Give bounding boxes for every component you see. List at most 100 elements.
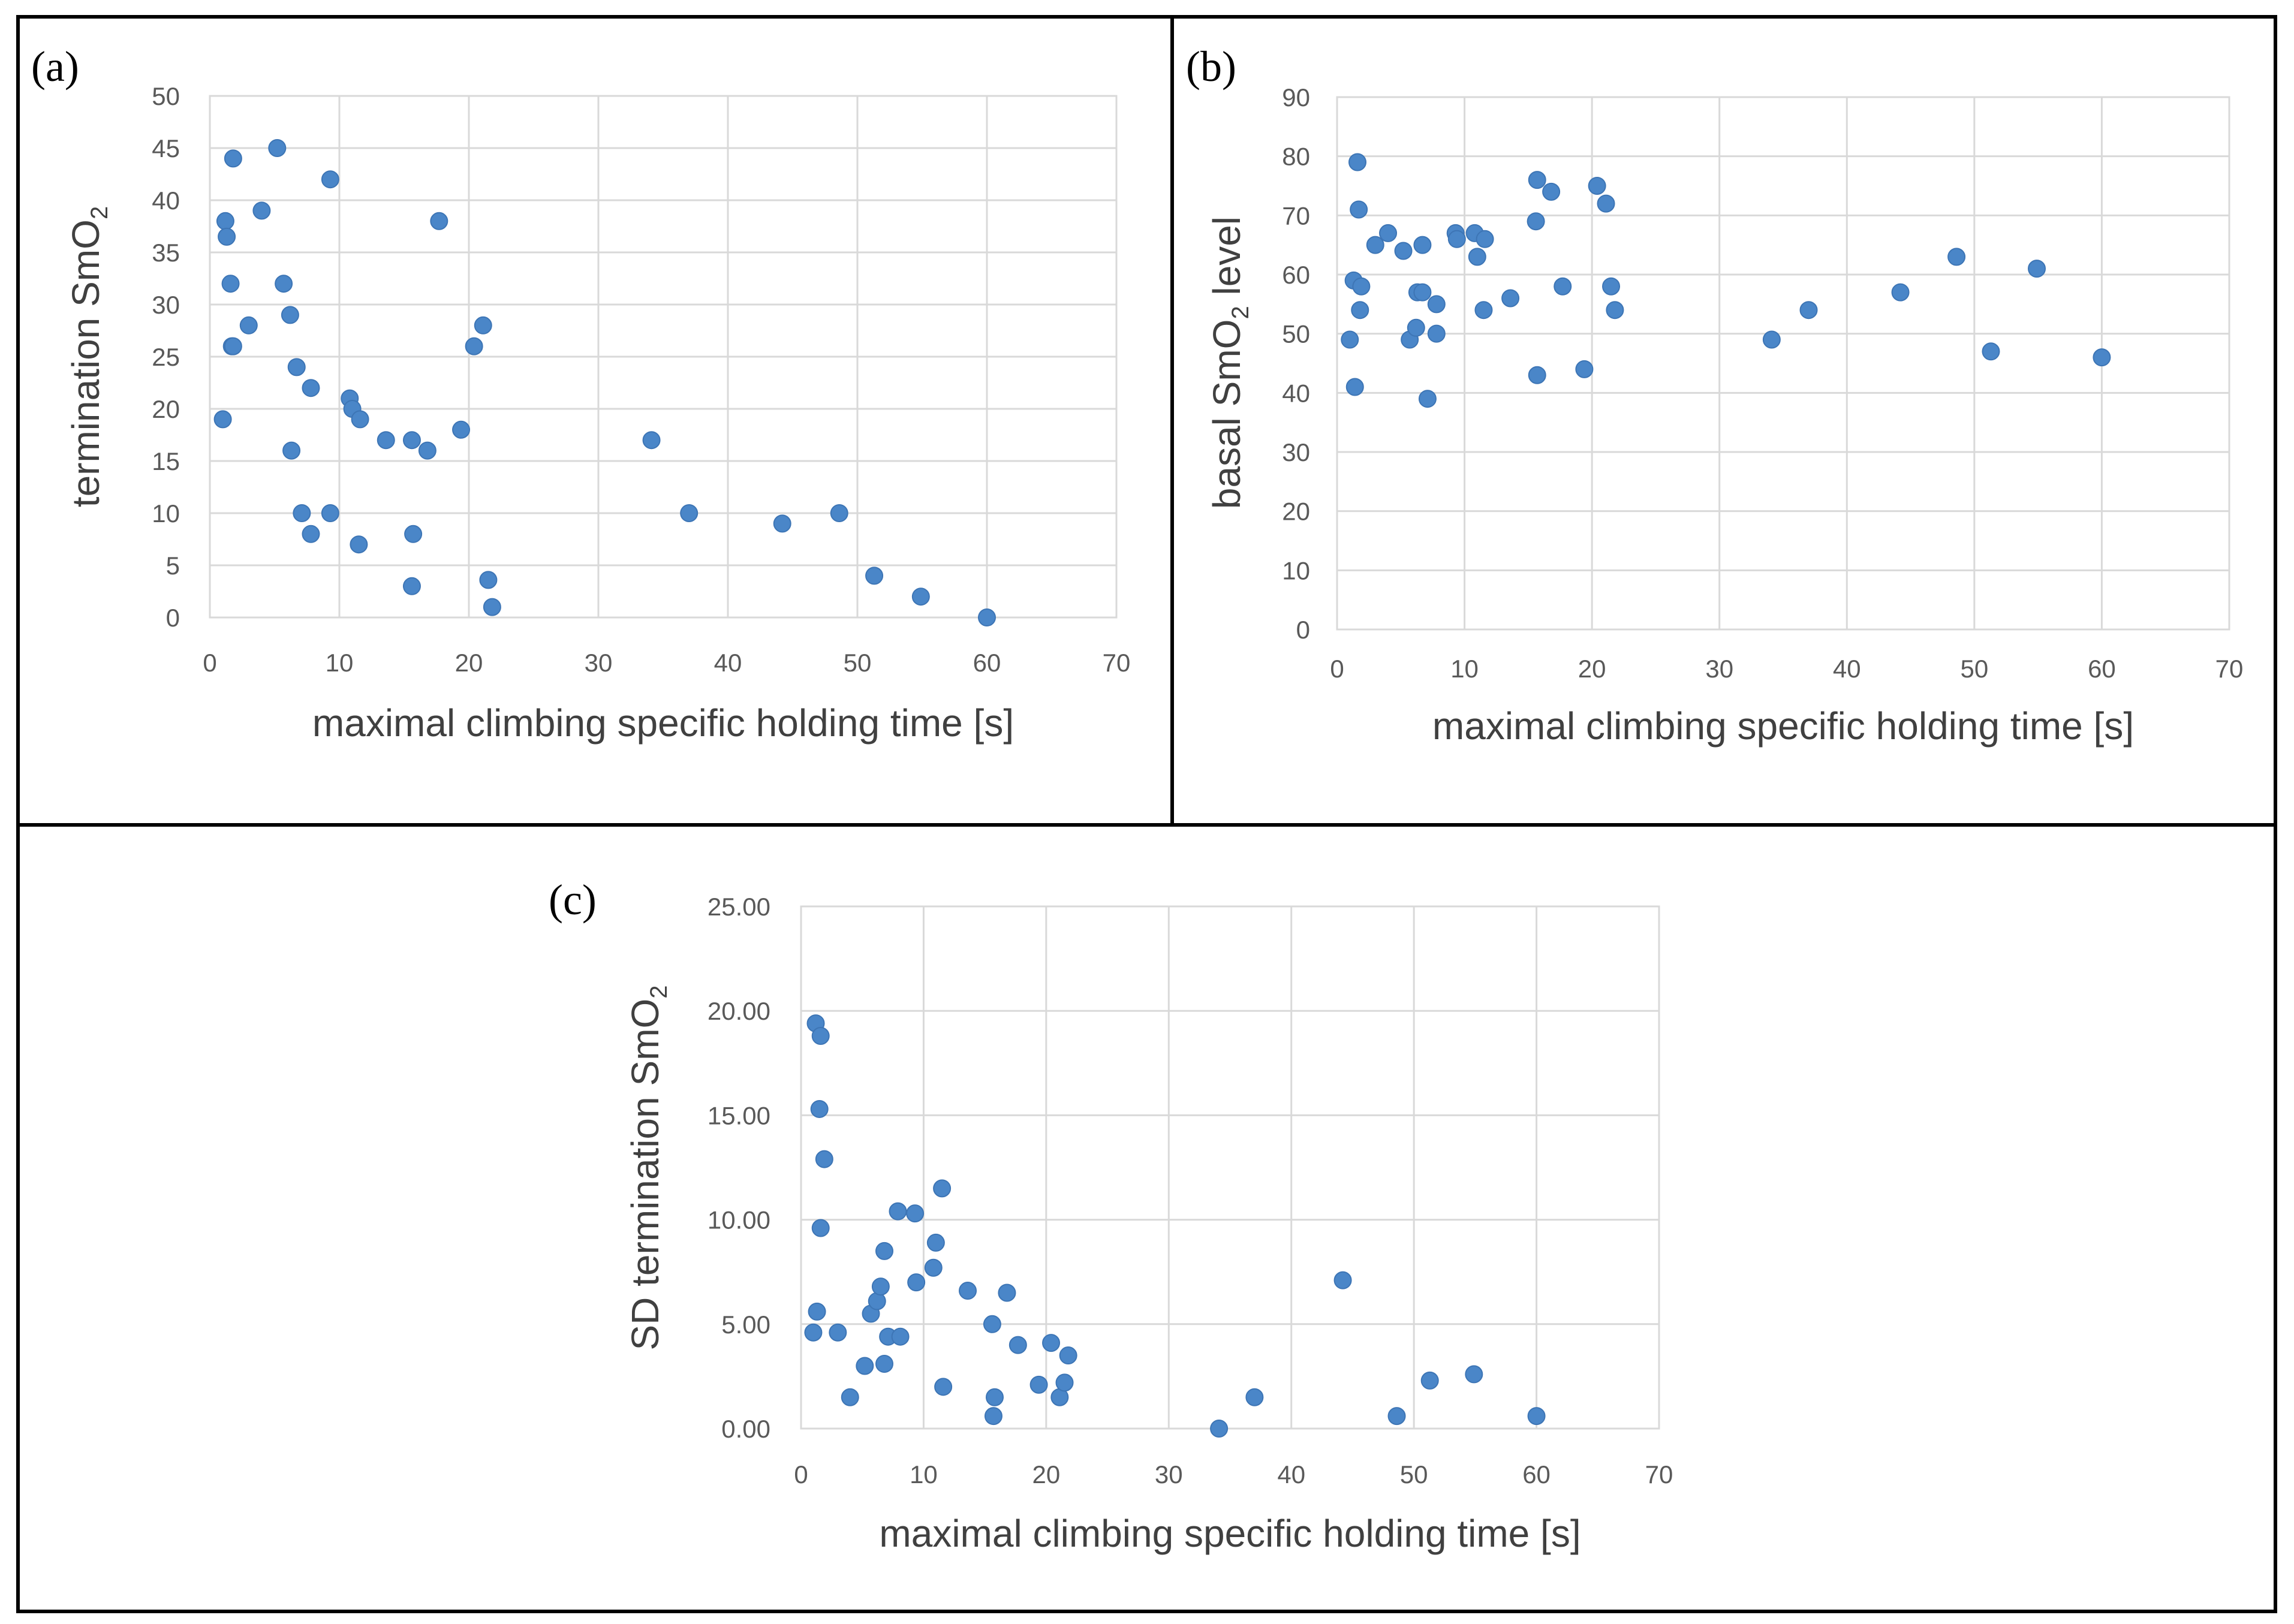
panel-c-x-tick-label: 50	[1400, 1460, 1428, 1489]
panel-a-data-point	[321, 504, 339, 522]
panel-b-x-tick-label: 50	[1960, 655, 1988, 683]
panel-a-x-tick-label: 70	[1103, 649, 1131, 677]
panel-a-data-point	[402, 577, 421, 595]
panel-b-data-point	[1407, 318, 1425, 337]
panel-a-data-point	[377, 431, 395, 450]
panel-c-points	[804, 1014, 1546, 1438]
panel-b-x-tick-label: 10	[1450, 655, 1479, 683]
panel-b-x-tick-label: 70	[2215, 655, 2244, 683]
panel-b-data-point	[1947, 248, 1966, 266]
panel-c-y-axis-title: SD termination SmO2	[624, 985, 672, 1350]
panel-c-data-point	[804, 1323, 823, 1342]
panel-a-data-point	[830, 504, 848, 522]
panel-a-data-point	[218, 227, 236, 246]
panel-b-data-point	[1501, 289, 1520, 308]
panel-b-data-point	[1476, 230, 1494, 248]
panel-b-data-point	[1341, 330, 1359, 349]
panel-a-y-tick-label: 35	[152, 239, 180, 267]
panel-c-data-point	[808, 1302, 826, 1321]
panel-c-y-tick-label: 25.00	[708, 893, 770, 921]
panel-b-data-point	[1366, 236, 1384, 254]
panel-c-frame	[16, 823, 2277, 1613]
panel-b-data-point	[1602, 277, 1621, 296]
panel-c-data-point	[1210, 1420, 1229, 1438]
panel-b-y-axis-title-suffix: level	[1205, 216, 1248, 306]
panel-a-data-point	[239, 316, 258, 335]
panel-b-data-point	[1413, 283, 1432, 302]
panel-c-y-ticks: 0.00 5.00 10.00 15.00 20.00 25.00	[708, 893, 770, 1443]
panel-c-data-point	[1527, 1407, 1546, 1426]
panel-a-data-point	[321, 170, 339, 189]
panel-a-data-point	[221, 275, 240, 293]
panel-a-x-tick-label: 40	[714, 649, 742, 677]
panel-c-data-point	[998, 1283, 1016, 1302]
panel-c-data-point	[1420, 1371, 1439, 1390]
panel-b-data-point	[1554, 277, 1572, 296]
panel-c-data-point	[933, 1179, 952, 1198]
panel-b-x-axis-title: maximal climbing specific holding time […	[1432, 704, 2134, 748]
panel-b-data-point	[1982, 342, 2000, 361]
panel-a-data-point	[282, 441, 301, 460]
panel-b-data-point	[1588, 177, 1606, 195]
panel-b-label: (b)	[1186, 43, 1236, 91]
panel-b-y-tick-label: 20	[1282, 498, 1310, 526]
panel-c-data-point	[959, 1282, 977, 1300]
panel-c-data-point	[1465, 1365, 1483, 1384]
panel-c-data-point	[875, 1242, 894, 1260]
panel-c-y-tick-label: 10.00	[708, 1206, 770, 1234]
panel-a-data-point	[268, 139, 287, 157]
panel-a-x-tick-label: 60	[973, 649, 1001, 677]
panel-c-data-point	[926, 1233, 945, 1252]
panel-a-data-point	[680, 504, 699, 522]
panel-c-data-point	[829, 1323, 847, 1342]
panel-c-y-tick-label: 20.00	[708, 997, 770, 1025]
panel-b-y-tick-label: 60	[1282, 261, 1310, 289]
panel-a-data-point	[275, 275, 293, 293]
panel-c-data-point	[811, 1027, 830, 1045]
panel-a-y-tick-label: 40	[152, 186, 180, 215]
panel-a-x-tick-label: 0	[203, 649, 216, 677]
panel-b-data-point	[1427, 295, 1446, 314]
panel-b-data-point	[1606, 301, 1624, 320]
panel-c-data-point	[1055, 1373, 1074, 1392]
panel-b-data-point	[1527, 212, 1545, 231]
panel-a-data-point	[479, 571, 498, 589]
panel-a-data-point	[911, 587, 930, 606]
panel-b-data-point	[1474, 301, 1493, 320]
panel-a-x-ticks: 0 10 20 30 40 50 60 70	[203, 649, 1130, 677]
panel-b-data-point	[1351, 301, 1369, 320]
panel-b-y-axis-title-main: basal SmO	[1205, 320, 1248, 510]
panel-b-data-point	[1379, 224, 1398, 242]
panel-b-points	[1341, 153, 2111, 408]
panel-b-x-tick-label: 20	[1578, 655, 1606, 683]
panel-c-data-point	[1245, 1388, 1264, 1406]
panel-c-data-point	[1387, 1407, 1406, 1426]
panel-c-data-point	[1042, 1334, 1061, 1352]
panel-a-x-tick-label: 20	[455, 649, 483, 677]
panel-a-y-tick-label: 15	[152, 447, 180, 475]
panel-c-data-point	[934, 1378, 953, 1396]
panel-b-data-point	[2028, 260, 2046, 278]
panel-b-data-point	[1348, 153, 1367, 171]
panel-c-data-point	[924, 1258, 943, 1277]
panel-b-x-tick-label: 0	[1330, 655, 1344, 683]
panel-a-data-point	[773, 514, 791, 533]
panel-b-y-ticks: 0 10 20 30 40 50 60 70 80 90	[1282, 83, 1310, 644]
panel-c-x-tick-label: 60	[1522, 1460, 1551, 1489]
panel-b-x-ticks: 0 10 20 30 40 50 60 70	[1330, 655, 2243, 683]
panel-a-y-axis-title: termination SmO2	[64, 206, 113, 507]
panel-b-data-point	[1799, 301, 1818, 320]
panel-c-label: (c)	[549, 876, 597, 924]
panel-b-y-tick-label: 70	[1282, 201, 1310, 230]
panel-a-y-tick-label: 0	[166, 604, 180, 632]
panel-c-data-point	[871, 1277, 890, 1296]
panel-c-data-point	[810, 1099, 829, 1118]
panel-a-x-tick-label: 50	[844, 649, 872, 677]
panel-a-data-point	[302, 525, 320, 543]
panel-a-x-axis-title: maximal climbing specific holding time […	[312, 701, 1014, 745]
panel-b-y-axis-title: basal SmO2 level	[1205, 216, 1254, 509]
panel-a-x-tick-label: 10	[326, 649, 354, 677]
panel-c-data-point	[906, 1204, 925, 1223]
panel-c-y-tick-label: 5.00	[721, 1310, 770, 1339]
